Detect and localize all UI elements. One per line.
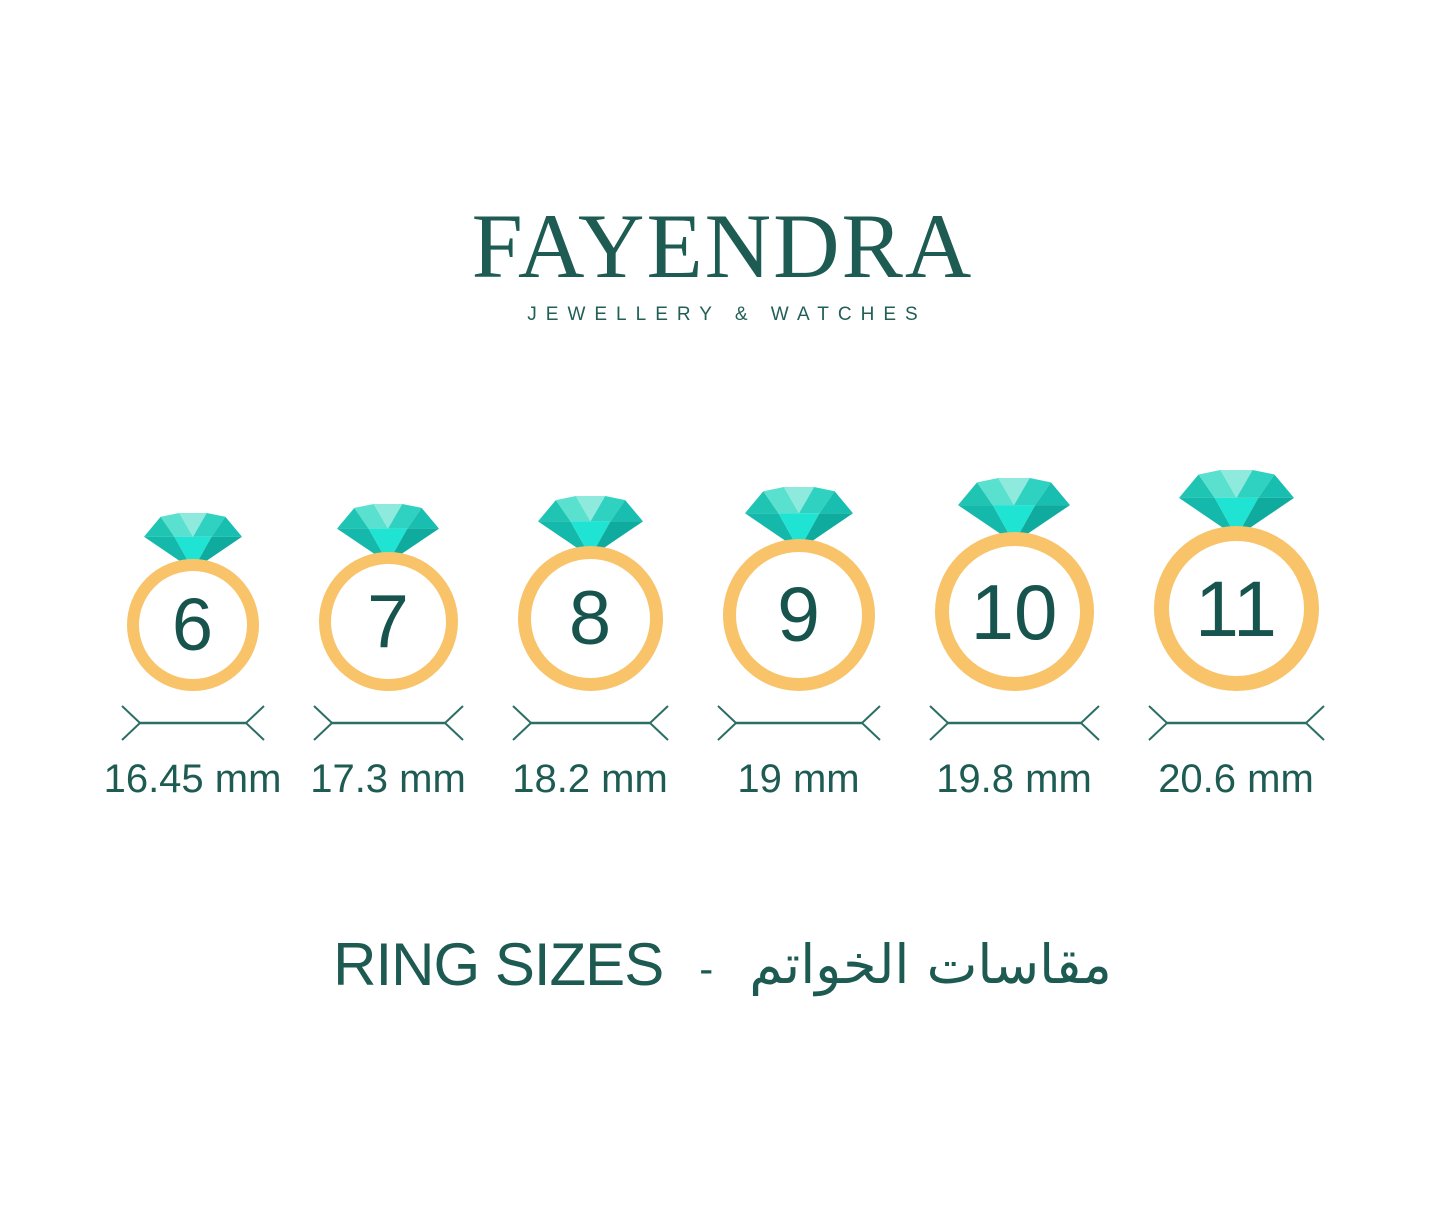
chart-title-ar: مقاسات الخواتم xyxy=(749,933,1112,996)
ring-band: 7 xyxy=(318,552,458,691)
ring-size-item: 11 20.6 mm xyxy=(1147,470,1325,802)
ring-band: 10 xyxy=(934,532,1094,691)
ring-size-item: 6 16.45 mm xyxy=(104,513,281,802)
diameter-measure-line xyxy=(120,705,265,741)
diameter-label: 19.8 mm xyxy=(936,757,1092,801)
ring-size-item: 8 18.2 mm xyxy=(511,496,669,802)
ring-size-number: 9 xyxy=(777,571,820,658)
diameter-label: 18.2 mm xyxy=(512,757,668,801)
diameter-label: 17.3 mm xyxy=(310,757,466,801)
chart-title-separator: - xyxy=(699,944,714,992)
diameter-label: 16.45 mm xyxy=(103,757,282,801)
ring-band: 8 xyxy=(517,546,663,691)
diameter-measure-line xyxy=(312,705,464,741)
diameter-measure-line xyxy=(928,705,1100,741)
brand-tagline: JEWELLERY & WATCHES xyxy=(527,304,927,325)
chart-title-en: RING SIZES xyxy=(333,931,664,998)
ring-size-number: 10 xyxy=(970,567,1058,656)
diamond-icon xyxy=(537,496,643,557)
ring-band: 11 xyxy=(1153,526,1319,691)
brand-logo: FAYENDRA JEWELLERY & WATCHES xyxy=(0,200,1445,326)
ring-size-item: 7 17.3 mm xyxy=(310,504,466,802)
ring-size-item: 10 19.8 mm xyxy=(928,478,1100,802)
brand-name: FAYENDRA xyxy=(471,195,974,297)
ring-size-number: 11 xyxy=(1194,564,1277,653)
ring-band: 9 xyxy=(722,539,875,691)
diameter-label: 20.6 mm xyxy=(1158,757,1314,801)
ring-size-number: 8 xyxy=(568,575,612,661)
ring-size-number: 6 xyxy=(171,583,214,666)
diameter-measure-line xyxy=(716,705,881,741)
ring-band: 6 xyxy=(126,559,259,691)
diameter-measure-line xyxy=(1147,705,1325,741)
ring-size-item: 9 19 mm xyxy=(716,487,881,802)
chart-title: RING SIZES - مقاسات الخواتم xyxy=(0,930,1445,999)
diameter-label: 19 mm xyxy=(737,757,860,801)
ring-size-number: 7 xyxy=(367,579,409,663)
diameter-measure-line xyxy=(511,705,669,741)
rings-row: 6 16.45 mm 7 17.3 mm xyxy=(0,470,1445,802)
